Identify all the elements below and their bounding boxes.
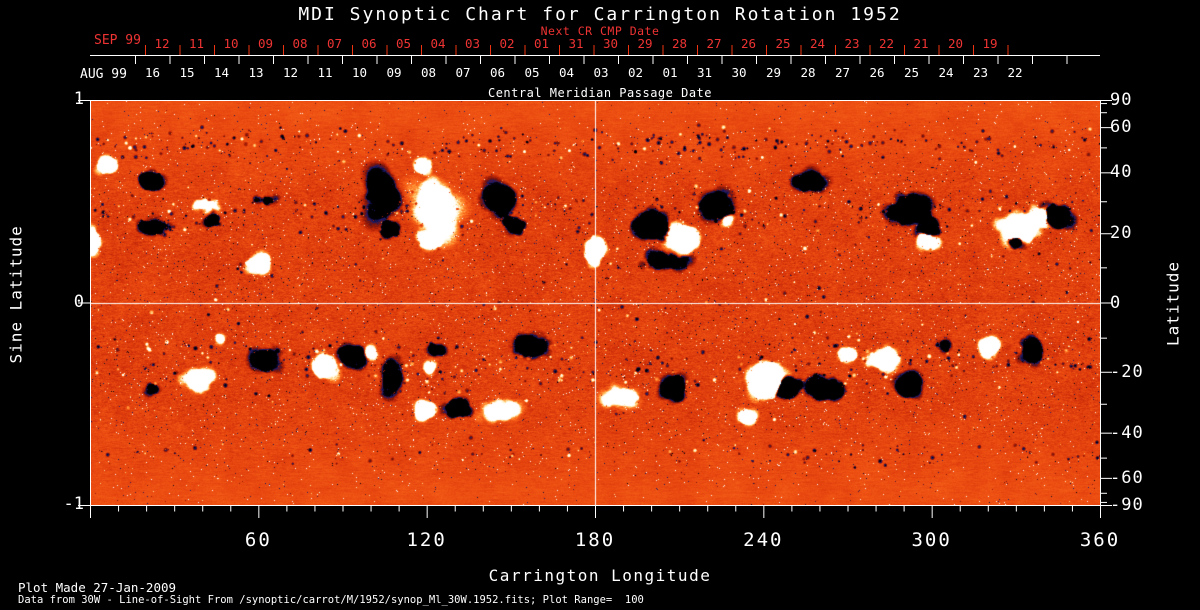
next-cr-day: 31 — [568, 36, 584, 51]
cmp-day: 10 — [351, 65, 368, 80]
latitude-tick-label: 60 — [1110, 117, 1133, 138]
next-cr-day: 06 — [361, 36, 377, 51]
cmp-day: 11 — [317, 65, 333, 80]
cmp-day: 01 — [662, 65, 678, 80]
next-cr-day: 23 — [844, 36, 860, 51]
longitude-tick-label: 120 — [406, 529, 447, 551]
cmp-day: 15 — [179, 65, 195, 80]
page-title: MDI Synoptic Chart for Carrington Rotati… — [298, 4, 902, 25]
next-cr-month-label: SEP 99 — [94, 33, 141, 48]
cmp-day: 23 — [972, 65, 989, 80]
cmp-day: 25 — [903, 65, 920, 80]
latitude-tick-label: 90 — [1110, 90, 1133, 110]
next-cr-cmp-date-label: Next CR CMP Date — [540, 24, 660, 38]
cmp-day: 28 — [800, 65, 816, 80]
next-cr-day: 27 — [706, 36, 722, 51]
cmp-day: 03 — [593, 65, 609, 80]
cmp-day: 13 — [248, 65, 264, 80]
cmp-day: 30 — [731, 65, 747, 80]
cmp-day: 04 — [558, 65, 575, 80]
next-cr-day: 05 — [395, 36, 412, 51]
next-cr-day: 19 — [982, 36, 998, 51]
next-cr-day: 02 — [499, 36, 515, 51]
cmp-day: 14 — [213, 65, 230, 80]
cmp-day: 08 — [420, 65, 437, 80]
cmp-day: 07 — [455, 65, 471, 80]
next-cr-day: 28 — [671, 36, 688, 51]
cmp-day: 02 — [627, 65, 644, 80]
next-cr-day: 03 — [464, 36, 481, 51]
next-cr-day: 07 — [326, 36, 343, 51]
plot-made-note: Plot Made 27-Jan-2009 — [18, 580, 177, 595]
latitude-tick-label: 0 — [1110, 292, 1122, 313]
next-cr-day: 04 — [430, 36, 446, 51]
y-axis-title-right: Latitude — [1163, 260, 1183, 347]
cmp-month-label: AUG 99 — [80, 67, 127, 82]
next-cr-day: 21 — [913, 36, 929, 51]
next-cr-day: 11 — [188, 36, 205, 51]
next-cr-day: 08 — [292, 36, 308, 51]
cmp-day: 12 — [282, 65, 299, 80]
cmp-axis-title: Central Meridian Passage Date — [487, 86, 712, 100]
next-cr-day: 20 — [947, 36, 964, 51]
latitude-tick-label: -40 — [1110, 422, 1144, 443]
next-cr-day: 01 — [533, 36, 550, 51]
cmp-day: 05 — [524, 65, 540, 80]
latitude-tick-label: 20 — [1110, 223, 1133, 244]
latitude-tick-label: 40 — [1110, 162, 1133, 183]
longitude-tick-label: 240 — [743, 529, 784, 551]
cmp-day: 24 — [938, 65, 954, 80]
next-cr-day: 09 — [257, 36, 274, 51]
next-cr-day: 12 — [154, 36, 170, 51]
cmp-day: 31 — [696, 65, 713, 80]
y-axis-title-left: Sine Latitude — [6, 225, 26, 364]
longitude-tick-label: 300 — [911, 529, 952, 551]
data-source-note: Data from 30W - Line-of-Sight From /syno… — [18, 594, 644, 606]
next-cr-day: 30 — [602, 36, 619, 51]
longitude-tick-label: 180 — [574, 529, 616, 551]
next-cr-day: 25 — [775, 36, 791, 51]
latitude-tick-label: -20 — [1110, 361, 1144, 382]
cmp-day: 06 — [489, 65, 506, 80]
next-cr-day: 29 — [637, 36, 653, 51]
longitude-tick-label: 360 — [1079, 529, 1121, 551]
next-cr-day: 22 — [878, 36, 895, 51]
sine-latitude-tick-label: 1 — [73, 89, 84, 109]
longitude-tick-label: 60 — [244, 529, 272, 551]
cmp-day: 09 — [386, 65, 402, 80]
next-cr-day: 10 — [223, 36, 239, 51]
cmp-day: 22 — [1007, 65, 1023, 80]
sine-latitude-tick-label: -1 — [63, 494, 84, 514]
cmp-day: 29 — [765, 65, 782, 80]
cmp-day: 27 — [834, 65, 851, 80]
next-cr-day: 24 — [809, 36, 826, 51]
magnetogram-heatmap — [90, 100, 1100, 505]
cmp-day: 16 — [144, 65, 161, 80]
cmp-day: 26 — [869, 65, 885, 80]
latitude-tick-label: -90 — [1110, 495, 1144, 515]
next-cr-day: 26 — [740, 36, 757, 51]
x-axis-title: Carrington Longitude — [488, 566, 712, 585]
latitude-tick-label: -60 — [1110, 467, 1144, 488]
sine-latitude-tick-label: 0 — [73, 291, 84, 312]
